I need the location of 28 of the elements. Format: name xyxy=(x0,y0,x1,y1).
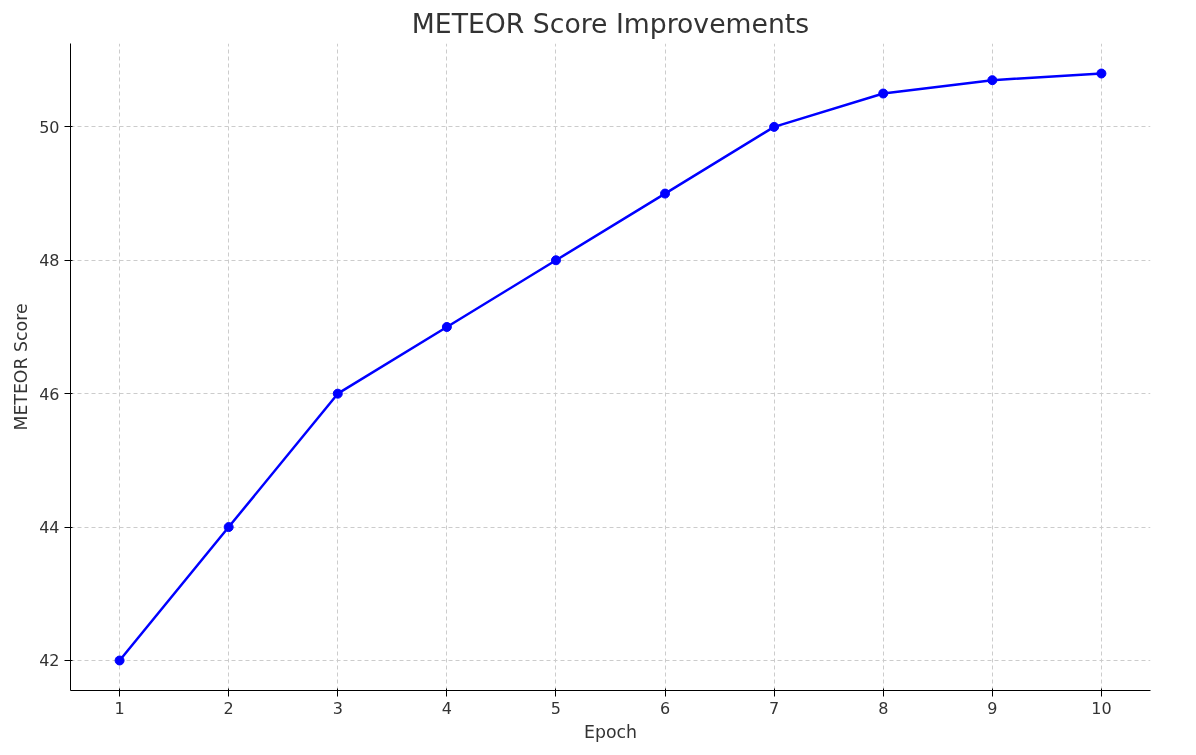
x-tick-label: 10 xyxy=(1091,698,1112,718)
x-tick-label: 6 xyxy=(659,698,671,718)
y-tick-label: 46 xyxy=(39,384,60,404)
x-axis-title: Epoch xyxy=(583,721,638,742)
y-tick-label: 50 xyxy=(39,117,60,137)
point xyxy=(114,655,125,666)
point xyxy=(223,522,234,533)
y-tick-label: 44 xyxy=(39,518,60,538)
x-tick-label: 8 xyxy=(878,698,889,718)
x-tick-label: 5 xyxy=(550,698,562,718)
y-axis-title: METEOR Score xyxy=(11,303,32,431)
point xyxy=(660,188,671,199)
point xyxy=(1096,68,1107,79)
x-tick-label: 1 xyxy=(114,698,125,718)
chart-title: METEOR Score Improvements xyxy=(411,7,810,39)
x-tick-label: 2 xyxy=(223,698,234,718)
x-tick-label: 4 xyxy=(441,698,452,718)
x-tick-label: 9 xyxy=(987,698,998,718)
point xyxy=(878,88,889,99)
point xyxy=(769,121,780,132)
y-tick-label: 42 xyxy=(39,651,60,671)
point xyxy=(332,388,343,399)
x-tick-label: 7 xyxy=(769,698,780,718)
point xyxy=(550,255,561,266)
x-tick-label: 3 xyxy=(332,698,343,718)
point xyxy=(987,75,998,86)
point xyxy=(441,321,452,332)
y-tick-label: 48 xyxy=(39,251,60,271)
